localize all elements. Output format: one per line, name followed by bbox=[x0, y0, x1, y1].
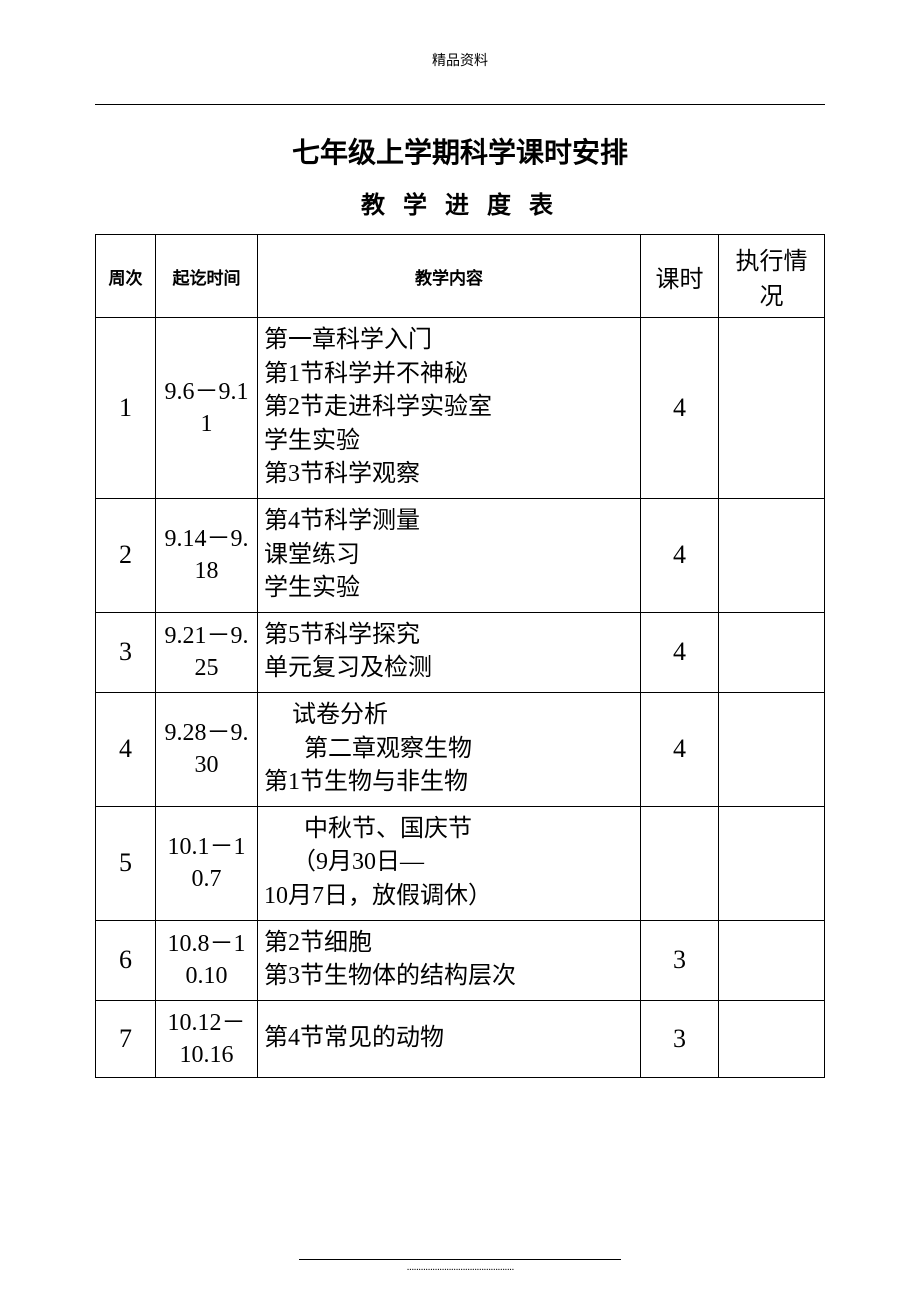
table-header-row: 周次 起讫时间 教学内容 课时 执行情况 bbox=[96, 235, 825, 318]
col-header-content: 教学内容 bbox=[258, 235, 641, 318]
cell-hours: 3 bbox=[641, 1000, 719, 1078]
cell-hours: 4 bbox=[641, 612, 719, 692]
cell-hours: 4 bbox=[641, 318, 719, 499]
cell-dates: 10.1－10.7 bbox=[156, 806, 258, 920]
cell-status bbox=[719, 498, 825, 612]
page: 精品资料 七年级上学期科学课时安排 教 学 进 度 表 周次 起讫时间 教学内容… bbox=[0, 0, 920, 1302]
cell-week: 6 bbox=[96, 920, 156, 1000]
cell-dates: 9.21－9.25 bbox=[156, 612, 258, 692]
cell-week: 1 bbox=[96, 318, 156, 499]
cell-status bbox=[719, 806, 825, 920]
cell-week: 3 bbox=[96, 612, 156, 692]
cell-content: 第5节科学探究单元复习及检测 bbox=[258, 612, 641, 692]
cell-content: 试卷分析第二章观察生物第1节生物与非生物 bbox=[258, 692, 641, 806]
table-row: 510.1－10.7中秋节、国庆节（9月30日—10月7日，放假调休） bbox=[96, 806, 825, 920]
content-line: 单元复习及检测 bbox=[264, 652, 634, 686]
page-subtitle: 教 学 进 度 表 bbox=[95, 185, 825, 220]
header-divider bbox=[95, 104, 825, 105]
cell-dates: 9.6－9.11 bbox=[156, 318, 258, 499]
cell-content: 第4节科学测量课堂练习学生实验 bbox=[258, 498, 641, 612]
cell-week: 4 bbox=[96, 692, 156, 806]
cell-dates: 9.14－9.18 bbox=[156, 498, 258, 612]
footer-dots: ········································… bbox=[406, 1265, 513, 1276]
cell-hours: 3 bbox=[641, 920, 719, 1000]
table-row: 19.6－9.11第一章科学入门第1节科学并不神秘第2节走进科学实验室学生实验第… bbox=[96, 318, 825, 499]
cell-hours: 4 bbox=[641, 692, 719, 806]
content-line: 第4节科学测量 bbox=[264, 505, 634, 539]
cell-dates: 9.28－9.30 bbox=[156, 692, 258, 806]
cell-dates: 10.8－10.10 bbox=[156, 920, 258, 1000]
table-row: 710.12－10.16第4节常见的动物3 bbox=[96, 1000, 825, 1078]
cell-content: 第4节常见的动物 bbox=[258, 1000, 641, 1078]
table-body: 19.6－9.11第一章科学入门第1节科学并不神秘第2节走进科学实验室学生实验第… bbox=[96, 318, 825, 1078]
content-line: 中秋节、国庆节 bbox=[264, 813, 634, 847]
content-line: 学生实验 bbox=[264, 572, 634, 606]
page-title: 七年级上学期科学课时安排 bbox=[95, 131, 825, 171]
cell-week: 5 bbox=[96, 806, 156, 920]
footer-divider bbox=[299, 1259, 621, 1260]
content-line: （9月30日— bbox=[264, 846, 634, 880]
table-row: 49.28－9.30试卷分析第二章观察生物第1节生物与非生物4 bbox=[96, 692, 825, 806]
cell-status bbox=[719, 318, 825, 499]
cell-week: 7 bbox=[96, 1000, 156, 1078]
cell-content: 第2节细胞第3节生物体的结构层次 bbox=[258, 920, 641, 1000]
cell-week: 2 bbox=[96, 498, 156, 612]
col-header-dates: 起讫时间 bbox=[156, 235, 258, 318]
content-line: 第4节常见的动物 bbox=[264, 1022, 634, 1056]
content-line: 学生实验 bbox=[264, 425, 634, 459]
col-header-status: 执行情况 bbox=[719, 235, 825, 318]
table-row: 39.21－9.25第5节科学探究单元复习及检测4 bbox=[96, 612, 825, 692]
content-line: 课堂练习 bbox=[264, 539, 634, 573]
cell-status bbox=[719, 612, 825, 692]
cell-status bbox=[719, 692, 825, 806]
content-line: 第2节细胞 bbox=[264, 927, 634, 961]
content-line: 第一章科学入门 bbox=[264, 324, 634, 358]
content-line: 第3节生物体的结构层次 bbox=[264, 960, 634, 994]
col-header-hours: 课时 bbox=[641, 235, 719, 318]
cell-content: 第一章科学入门第1节科学并不神秘第2节走进科学实验室学生实验第3节科学观察 bbox=[258, 318, 641, 499]
header-note: 精品资料 bbox=[95, 50, 825, 74]
cell-content: 中秋节、国庆节（9月30日—10月7日，放假调休） bbox=[258, 806, 641, 920]
cell-hours: 4 bbox=[641, 498, 719, 612]
col-header-week: 周次 bbox=[96, 235, 156, 318]
table-row: 610.8－10.10第2节细胞第3节生物体的结构层次3 bbox=[96, 920, 825, 1000]
content-line: 第1节生物与非生物 bbox=[264, 766, 634, 800]
cell-status bbox=[719, 1000, 825, 1078]
cell-dates: 10.12－10.16 bbox=[156, 1000, 258, 1078]
content-line: 第3节科学观察 bbox=[264, 458, 634, 492]
content-line: 第二章观察生物 bbox=[264, 733, 634, 767]
content-line: 试卷分析 bbox=[264, 699, 634, 733]
cell-status bbox=[719, 920, 825, 1000]
content-line: 第2节走进科学实验室 bbox=[264, 391, 634, 425]
table-row: 29.14－9.18第4节科学测量课堂练习学生实验4 bbox=[96, 498, 825, 612]
cell-hours bbox=[641, 806, 719, 920]
content-line: 第5节科学探究 bbox=[264, 619, 634, 653]
schedule-table: 周次 起讫时间 教学内容 课时 执行情况 19.6－9.11第一章科学入门第1节… bbox=[95, 234, 825, 1078]
content-line: 第1节科学并不神秘 bbox=[264, 358, 634, 392]
content-line: 10月7日，放假调休） bbox=[264, 880, 634, 914]
